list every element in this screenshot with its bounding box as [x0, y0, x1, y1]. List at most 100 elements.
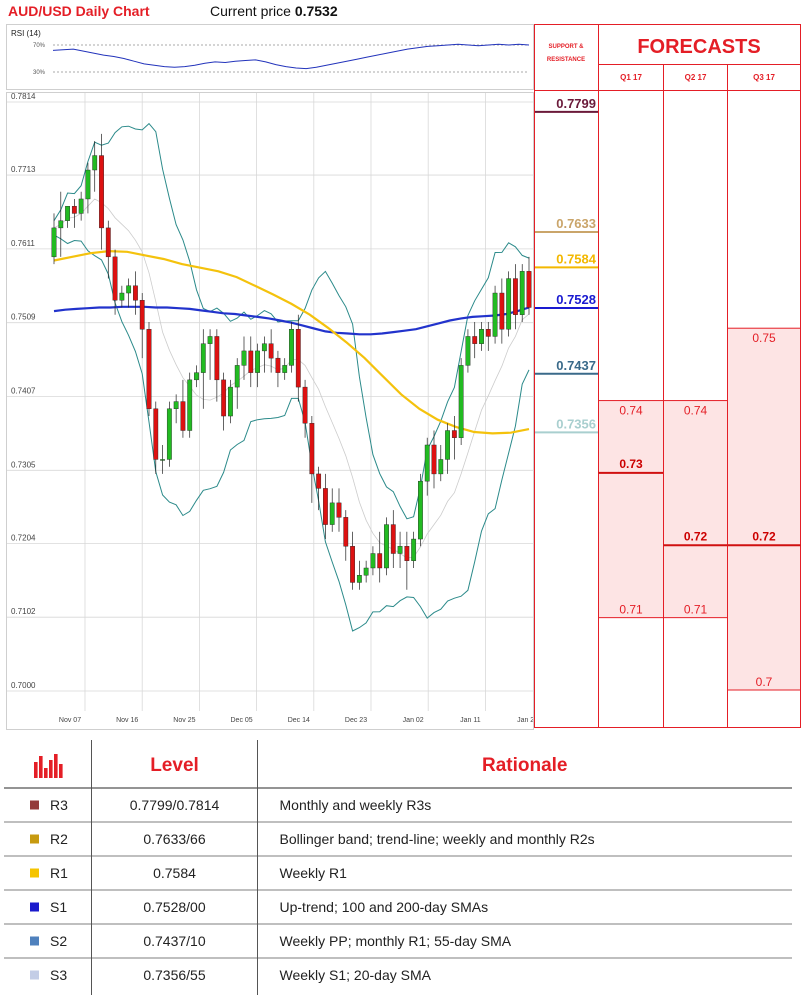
current-price: Current price 0.7532 — [210, 3, 338, 19]
forecast-ranges: Q1 17 0.74 0.71 0.73 Q2 17 0.74 0.71 0.72 Q3 17 0… — [598, 73, 801, 691]
level-color-swatch — [30, 800, 39, 810]
level-value: 0.7799/0.7814 — [130, 797, 220, 813]
candle-body — [526, 271, 532, 308]
level-rationale: Weekly S1; 20-day SMA — [280, 967, 432, 983]
x-tick-label: Nov 25 — [173, 717, 195, 724]
level-rationale: Up-trend; 100 and 200-day SMAs — [280, 899, 489, 915]
candle-body — [187, 379, 193, 431]
candle-body — [112, 256, 118, 301]
sr-title-line2: RESISTANCE — [547, 57, 585, 63]
candle-body — [228, 386, 233, 417]
candle-body — [370, 553, 376, 569]
candle-body — [329, 502, 335, 525]
table-row: R2 0.7633/66 Bollinger band; trend-line; w… — [30, 831, 595, 847]
table-row: S2 0.7437/10 Weekly PP; monthly R1; 55-day… — [30, 933, 512, 949]
candle-body — [160, 459, 165, 461]
bollinger-lower — [53, 234, 530, 632]
x-tick-label: Dec 14 — [288, 717, 310, 724]
candle-body — [126, 285, 132, 294]
candle-body — [214, 336, 220, 381]
candle-body — [58, 220, 64, 229]
candle-body — [78, 198, 84, 214]
levels-table: Level Rationale R3 0.7799/0.7814 Monthly and… — [4, 740, 792, 995]
x-tick-label: Jan 11 — [460, 717, 481, 724]
rsi-panel: RSI (14) 70% 30% — [6, 24, 534, 90]
candle-body — [363, 567, 369, 576]
level-color-swatch — [30, 902, 39, 912]
candle-body — [485, 329, 491, 337]
y-tick-label: 0.7814 — [11, 93, 36, 101]
forecast-high-label: 0.74 — [684, 404, 708, 418]
candle-body — [506, 278, 512, 330]
level-rationale: Weekly R1 — [280, 865, 348, 881]
level-rationale: Monthly and weekly R3s — [280, 797, 432, 813]
level-name: S1 — [50, 899, 67, 915]
forecast-high-label: 0.75 — [752, 331, 776, 345]
forecast-range — [727, 327, 801, 691]
current-price-label: Current price — [210, 3, 291, 19]
forecast-point-label: 0.73 — [619, 457, 643, 471]
price-chart: 0.7814 0.7713 0.7611 0.7509 0.7407 0.7305 0.72… — [7, 92, 543, 724]
bollinger-middle — [53, 198, 530, 559]
sr-title-line1: SUPPORT & — [548, 44, 584, 50]
candle-body — [289, 329, 294, 366]
candle-body — [404, 546, 410, 561]
candle-body — [221, 379, 227, 417]
forecast-title-cell — [598, 24, 801, 65]
level-value: 0.7528/00 — [143, 899, 205, 915]
candle-body — [255, 350, 260, 373]
table-row: S1 0.7528/00 Up-trend; 100 and 200-day SMA… — [30, 899, 488, 915]
candle-body — [519, 271, 525, 315]
candle-body — [356, 575, 362, 583]
candle-body — [173, 401, 179, 410]
level-name: R2 — [50, 831, 68, 847]
level-name: R1 — [50, 865, 68, 881]
candle-body — [85, 169, 91, 200]
forecast-range — [598, 400, 664, 619]
table-header-level: Level — [150, 755, 199, 776]
y-tick-label: 0.7102 — [11, 607, 36, 616]
candlesticks — [51, 133, 532, 590]
rsi-level-30: 30% — [33, 70, 46, 76]
level-rationale: Bollinger band; trend-line; weekly and m… — [280, 831, 595, 847]
sr-level-label: 0.7584 — [556, 251, 597, 266]
candle-body — [397, 546, 403, 554]
forecast-point-label: 0.72 — [684, 529, 708, 543]
candle-body — [479, 329, 484, 344]
candle-body — [261, 343, 267, 352]
forecast-col-q1 — [598, 24, 664, 728]
candle-body — [105, 227, 111, 258]
candle-body — [282, 365, 288, 373]
candle-body — [146, 329, 152, 410]
candle-body — [268, 343, 274, 359]
candle-body — [153, 408, 159, 460]
candle-body — [248, 350, 254, 373]
candle-body — [166, 408, 172, 460]
candle-body — [492, 292, 498, 337]
rsi-label: RSI (14) — [11, 29, 41, 38]
level-color-swatch — [30, 970, 39, 980]
candle-body — [377, 553, 383, 569]
sr-level-label: 0.7356 — [556, 416, 596, 431]
candle-body — [418, 480, 423, 540]
candle-body — [207, 336, 213, 344]
candle-body — [302, 386, 308, 424]
axis-ticks: 0.7814 0.7713 0.7611 0.7509 0.7407 0.7305 0.72… — [11, 92, 538, 724]
level-color-swatch — [30, 834, 39, 844]
sr-level-label: 0.7799 — [556, 96, 596, 111]
candle-body — [451, 430, 457, 438]
y-tick-label: 0.7000 — [11, 681, 36, 690]
sr-level-label: 0.7633 — [556, 216, 596, 231]
candle-body — [350, 546, 355, 583]
candle-body — [309, 423, 315, 475]
x-tick-label: Nov 07 — [59, 717, 81, 724]
forecast-quarter-label: Q1 17 — [620, 73, 642, 82]
rsi-level-70: 70% — [33, 43, 46, 49]
candle-body — [200, 343, 206, 373]
bar-chart-icon — [34, 754, 63, 778]
y-tick-label: 0.7611 — [11, 239, 35, 248]
candle-body — [92, 155, 98, 171]
candle-body — [336, 502, 342, 518]
forecast-col-q2 — [663, 24, 728, 728]
level-rationale: Weekly PP; monthly R1; 55-day SMA — [280, 933, 512, 949]
